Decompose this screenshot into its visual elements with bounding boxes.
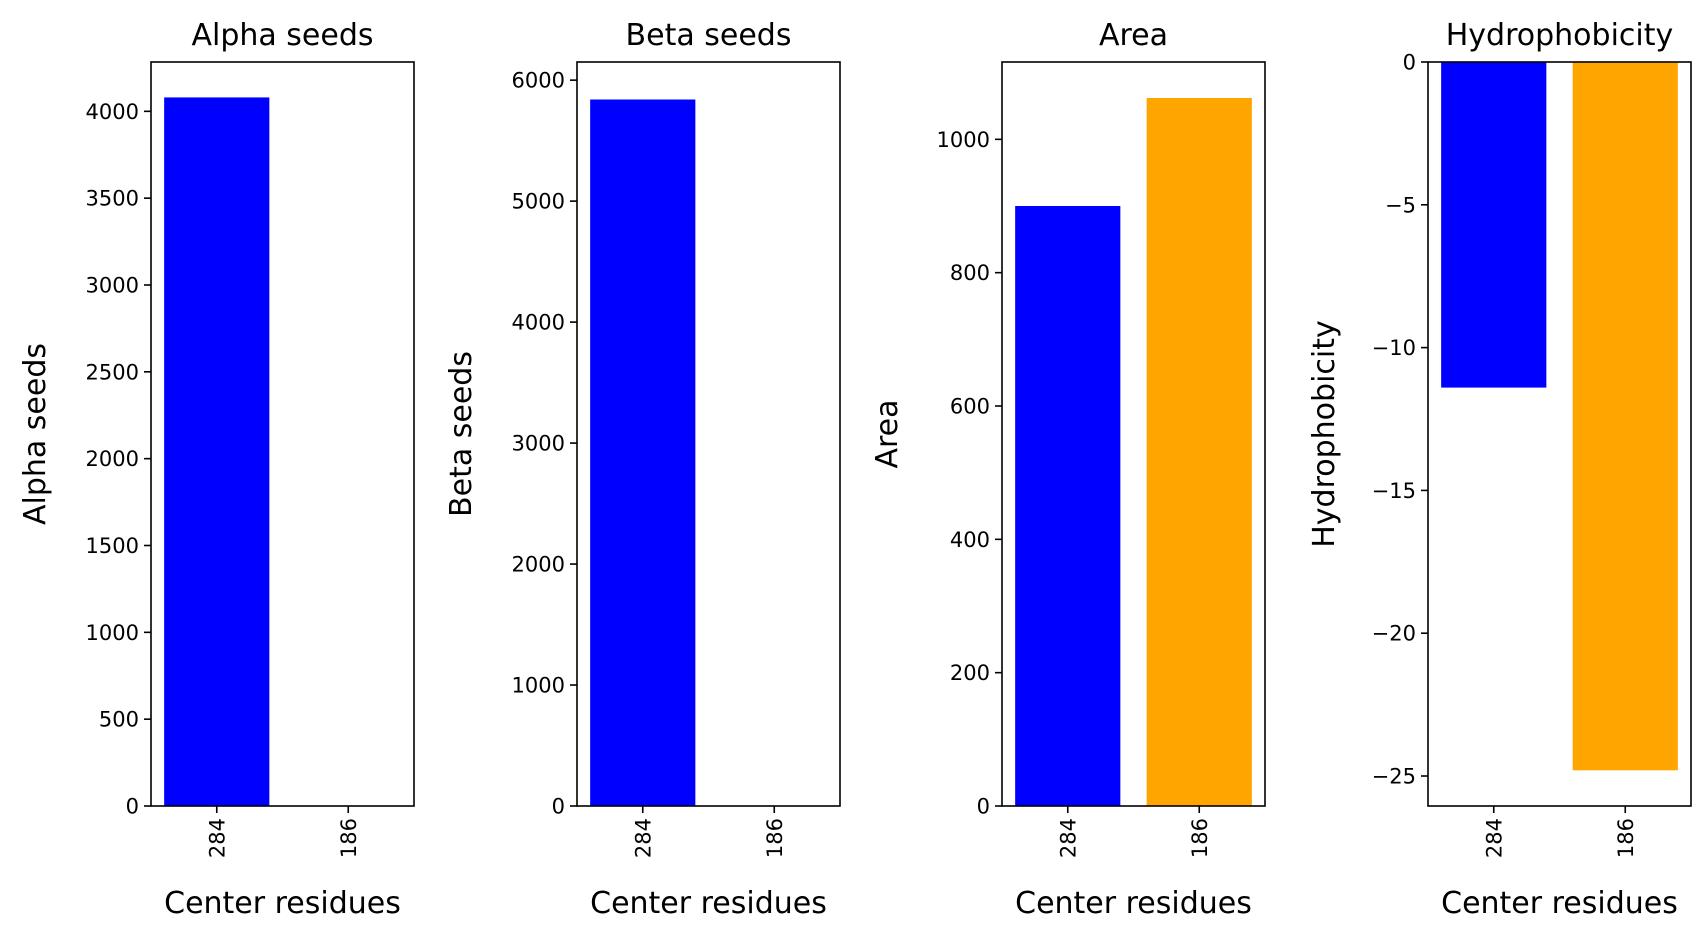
y-tick-label: 0 <box>1403 51 1416 75</box>
y-tick-label: 0 <box>126 795 139 819</box>
x-axis-label: Center residues <box>1015 886 1252 921</box>
y-tick-label: 3500 <box>86 187 139 211</box>
subplot-title: Beta seeds <box>626 18 792 53</box>
y-tick-label: 3000 <box>86 273 139 297</box>
y-tick-label: 1000 <box>512 674 565 698</box>
x-tick-label: 284 <box>1482 818 1506 858</box>
subplot-title: Alpha seeds <box>191 18 373 53</box>
y-tick-label: −15 <box>1372 479 1416 503</box>
y-tick-label: 1000 <box>86 621 139 645</box>
subplot-area: Area Center residues Area 0 200 400 600 800 1… <box>870 18 1266 921</box>
x-tick-label: 284 <box>1056 818 1080 858</box>
bar-186 <box>1146 98 1252 806</box>
x-axis-label: Center residues <box>1441 886 1678 921</box>
subplot-beta-seeds: Beta seeds Center residues Beta seeds 0 1… <box>444 18 841 921</box>
y-tick-label: −5 <box>1385 193 1416 217</box>
x-tick-label: 186 <box>1188 818 1212 858</box>
bar-284 <box>164 97 270 806</box>
y-tick-label: 4000 <box>512 311 565 335</box>
y-axis-label: Beta seeds <box>444 351 479 517</box>
plot-frame <box>576 61 841 807</box>
subplot-title: Hydrophobicity <box>1446 18 1674 53</box>
subplot-hydrophobicity: Hydrophobicity Center residues Hydrophob… <box>1307 18 1692 921</box>
y-axis-label: Hydrophobicity <box>1307 320 1342 548</box>
y-tick-label: −20 <box>1372 622 1416 646</box>
x-tick-label: 186 <box>763 818 787 858</box>
plot-frame <box>1427 61 1692 807</box>
plot-frame <box>1001 61 1266 807</box>
y-tick-label: 600 <box>950 395 990 419</box>
bar-284 <box>590 99 696 806</box>
x-tick-label: 284 <box>631 818 655 858</box>
y-tick-label: 4000 <box>86 100 139 124</box>
y-tick-label: 2000 <box>86 447 139 471</box>
bar-186 <box>1572 62 1678 771</box>
y-tick-label: 0 <box>552 795 565 819</box>
x-axis-label: Center residues <box>590 886 827 921</box>
x-tick-label: 186 <box>1614 818 1638 858</box>
y-tick-label: 3000 <box>512 432 565 456</box>
y-tick-label: 2500 <box>86 360 139 384</box>
y-tick-label: 1500 <box>86 534 139 558</box>
y-tick-label: 500 <box>99 708 139 732</box>
y-tick-label: 0 <box>977 795 990 819</box>
bar-284 <box>1015 206 1121 806</box>
y-tick-label: 2000 <box>512 553 565 577</box>
y-tick-label: 400 <box>950 528 990 552</box>
y-tick-label: −10 <box>1372 336 1416 360</box>
y-axis-label: Alpha seeds <box>18 343 53 525</box>
y-tick-label: 200 <box>950 661 990 685</box>
x-axis-label: Center residues <box>164 886 401 921</box>
y-tick-label: 5000 <box>512 190 565 214</box>
x-tick-label: 186 <box>337 818 361 858</box>
bar-284 <box>1441 62 1547 388</box>
y-tick-label: −25 <box>1372 765 1416 789</box>
y-tick-label: 800 <box>950 261 990 285</box>
x-tick-label: 284 <box>205 818 229 858</box>
subplot-alpha-seeds: Alpha seeds Center residues Alpha seeds … <box>18 18 415 921</box>
plot-frame <box>150 61 415 807</box>
y-axis-label: Area <box>870 399 905 468</box>
y-tick-label: 1000 <box>937 128 990 152</box>
subplot-title: Area <box>1099 18 1168 53</box>
y-tick-label: 6000 <box>512 69 565 93</box>
